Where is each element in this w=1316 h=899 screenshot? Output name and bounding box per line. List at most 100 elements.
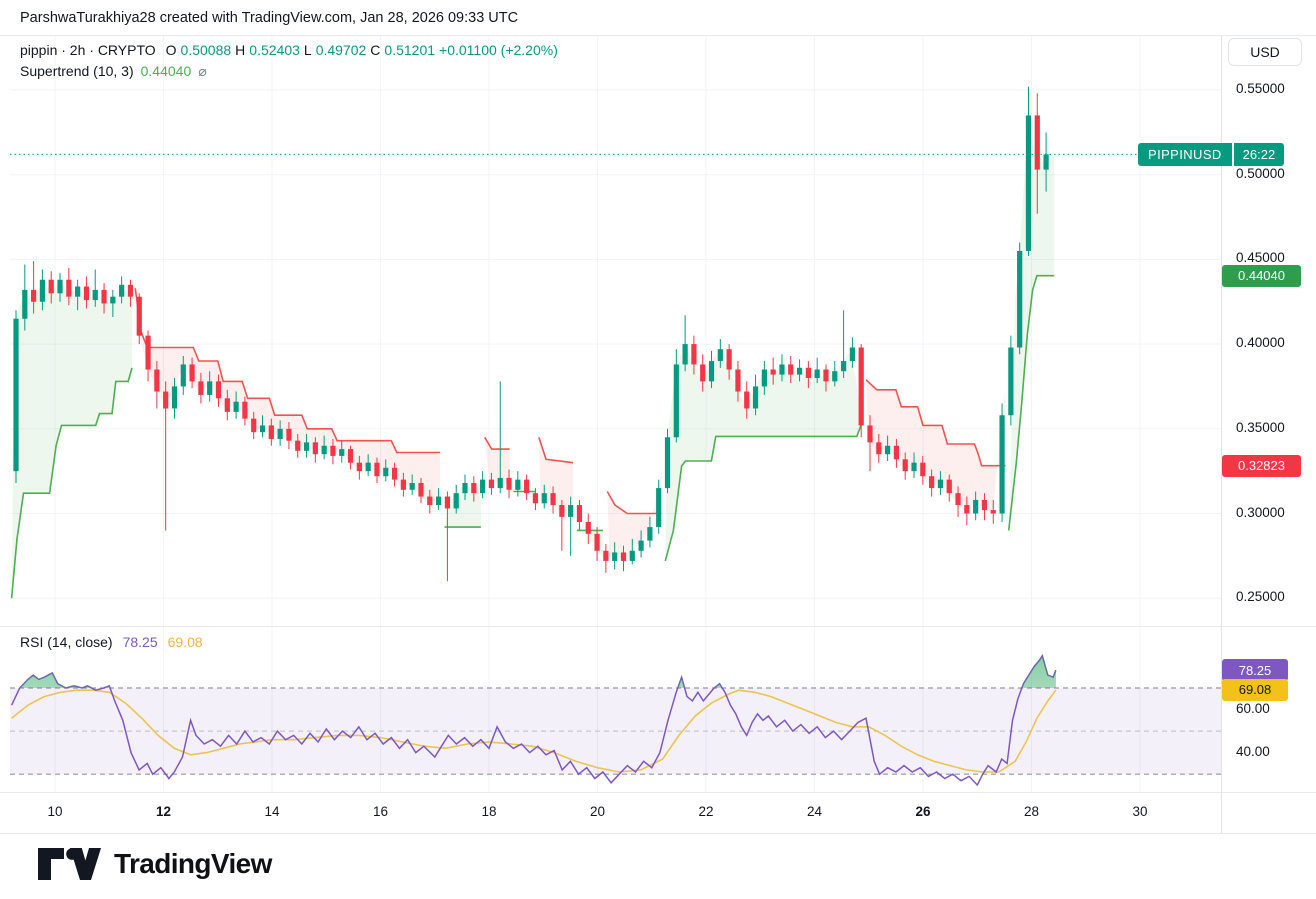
candle-body <box>180 364 186 387</box>
candle-body <box>708 361 715 382</box>
candle-body <box>57 279 63 294</box>
supertrend-value-badge: 0.44040 <box>1222 264 1301 287</box>
candle-body <box>788 364 794 375</box>
price-line-badge-symbol: PIPPINUSD <box>1138 142 1232 166</box>
supertrend-line <box>538 437 574 464</box>
candle-body <box>101 289 107 304</box>
candle-body <box>409 483 415 490</box>
time-axis-label: 26 <box>915 804 931 819</box>
price-axis-label: 0.55000 <box>1236 81 1285 96</box>
time-axis-label: 22 <box>698 804 714 819</box>
price-axis-border <box>1221 36 1222 833</box>
rsi-axis-label: 60.00 <box>1236 700 1270 716</box>
candle-body <box>330 445 336 456</box>
candle-body <box>215 381 222 399</box>
candle-body <box>400 479 406 490</box>
snapshot-credit: ParshwaTurakhiya28 created with TradingV… <box>20 10 519 26</box>
candle-body <box>119 284 125 297</box>
candle-body <box>418 483 424 497</box>
candle-body <box>83 286 90 301</box>
candle-body <box>761 369 767 387</box>
low-value: 0.49702 <box>315 42 367 58</box>
rsi-ma-line <box>11 689 1057 773</box>
candle-body <box>48 279 54 294</box>
close-value: 0.51201 <box>384 42 436 58</box>
candle-body <box>594 533 600 551</box>
candle-body <box>427 496 433 506</box>
candle-body <box>1017 250 1023 348</box>
candle-body <box>735 369 741 392</box>
candle-body <box>480 479 486 494</box>
time-axis-label: 30 <box>1132 804 1148 819</box>
candle-body <box>163 391 169 409</box>
price-axis-label: 0.25000 <box>1236 589 1285 605</box>
candle-body <box>981 499 988 511</box>
supertrend-line <box>10 367 133 599</box>
rsi-line <box>10 653 1057 787</box>
candle-body <box>964 505 970 514</box>
price-line-badge: PIPPINUSD 26:22 <box>1138 142 1285 166</box>
candle-body <box>700 364 706 382</box>
candle-body <box>189 364 195 382</box>
supertrend-line <box>134 288 441 454</box>
candle-body <box>154 369 160 392</box>
candle-body <box>127 284 134 297</box>
symbol-legend: pippin · 2h · CRYPTO O 0.50088 H 0.52403 L 0.4… <box>20 42 558 58</box>
candle-body <box>506 477 512 490</box>
tradingview-logo: TradingView <box>36 844 272 884</box>
candle-body <box>770 369 776 375</box>
candle-body <box>638 540 644 551</box>
supertrend-fill <box>866 379 1006 514</box>
supertrend-fill <box>11 280 133 599</box>
candle-body <box>532 493 539 504</box>
candle-body <box>31 289 37 302</box>
candle-body <box>955 493 961 506</box>
supertrend-fill <box>135 288 441 503</box>
candle-body <box>726 349 732 370</box>
candle-body <box>823 369 829 382</box>
candle-body <box>1043 154 1049 170</box>
candle-body <box>911 462 917 472</box>
time-axis-label: 14 <box>264 804 280 819</box>
candle-body <box>568 505 574 517</box>
candle-body <box>752 386 759 409</box>
candle-body <box>22 289 28 319</box>
candle-body <box>576 505 583 522</box>
candle-body <box>840 361 847 372</box>
price-axis-label: 0.30000 <box>1236 504 1285 520</box>
candle-body <box>559 505 565 517</box>
candle-body <box>805 367 811 378</box>
supertrend-fill <box>1008 119 1055 531</box>
candle-body <box>585 521 591 534</box>
low-label: L <box>303 42 312 58</box>
candle-body <box>171 386 178 409</box>
candle-body <box>39 279 46 302</box>
time-axis-label: 16 <box>372 804 389 819</box>
price-axis-label: 0.50000 <box>1236 165 1285 181</box>
candle-body <box>488 479 495 489</box>
candle-body <box>259 425 266 433</box>
close-label: C <box>370 42 381 58</box>
candle-body <box>374 462 380 477</box>
candle-body <box>75 286 81 297</box>
supertrend-line <box>1007 274 1055 531</box>
candle-body <box>347 449 354 463</box>
time-axis-label: 18 <box>481 804 497 819</box>
candle-body <box>303 442 310 451</box>
candle-body <box>136 296 142 336</box>
candle-body <box>1008 347 1014 416</box>
candle-body <box>929 476 935 489</box>
price-pane <box>10 86 1221 599</box>
candle-body <box>339 449 345 456</box>
currency-toggle-button[interactable]: USD <box>1228 38 1302 66</box>
open-label: O <box>165 42 177 58</box>
rsi-label: RSI (14, close) <box>20 634 113 650</box>
supertrend-fill <box>444 482 481 528</box>
candle-body <box>647 527 653 541</box>
candle-body <box>867 425 873 443</box>
hide-indicator-icon[interactable]: ⌀ <box>198 63 207 79</box>
supertrend-label: Supertrend (10, 3) <box>20 63 134 79</box>
candle-body <box>295 440 301 451</box>
